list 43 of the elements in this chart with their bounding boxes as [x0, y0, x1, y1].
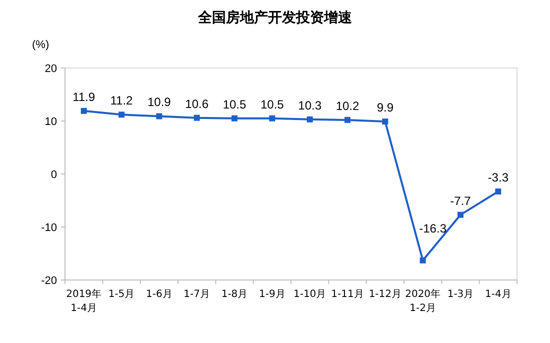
point: [306, 116, 313, 122]
chart-title: 全国房地产开发投资增速: [197, 9, 353, 25]
y-tick-label: 0: [50, 169, 57, 181]
x-tick-label: 1-12月: [368, 289, 402, 300]
data-label: 10.9: [147, 95, 172, 110]
data-label: 11.2: [110, 94, 134, 108]
y-tick-label: -20: [41, 275, 57, 287]
x-tick-label: 1-6月: [146, 289, 172, 300]
data-label: -7.7: [450, 194, 472, 208]
point: [80, 108, 87, 114]
point: [232, 115, 238, 122]
point: [382, 118, 388, 125]
data-label: 10.5: [222, 97, 246, 112]
data-label: 9.9: [376, 100, 394, 115]
x-tick-label: 2019年 1-4月: [66, 288, 102, 314]
x-tick-label: 2020年 1-2月: [405, 288, 441, 314]
data-label: 10.5: [260, 97, 284, 112]
point: [458, 212, 464, 218]
x-tick-label: 1-5月: [108, 289, 135, 300]
point: [156, 113, 162, 120]
data-label: 11.9: [72, 90, 96, 104]
data-label: -16.3: [419, 221, 447, 236]
data-label: 10.2: [336, 98, 360, 113]
x-tick-label: 1-11月: [331, 289, 364, 300]
data-label: 10.3: [298, 98, 322, 112]
point: [344, 116, 350, 123]
point: [269, 115, 276, 122]
x-tick-label: 1-10月: [293, 289, 326, 300]
y-tick-label: 20: [44, 63, 57, 75]
data-label: 10.6: [185, 96, 209, 111]
x-tick-label: 1-8月: [221, 289, 248, 300]
point: [495, 188, 502, 194]
x-tick-label: 1-9月: [258, 289, 286, 300]
x-tick-label: 1-7月: [184, 289, 210, 300]
y-tick-label: 10: [44, 116, 57, 128]
y-axis-title: (%): [32, 39, 50, 51]
point: [420, 257, 426, 264]
x-tick-label: 1-3月: [447, 289, 474, 300]
data-label: -3.3: [488, 170, 509, 184]
x-tick-label: 1-4月: [484, 289, 512, 300]
y-tick-label: -10: [41, 222, 57, 234]
point: [118, 112, 124, 118]
point: [194, 114, 200, 121]
